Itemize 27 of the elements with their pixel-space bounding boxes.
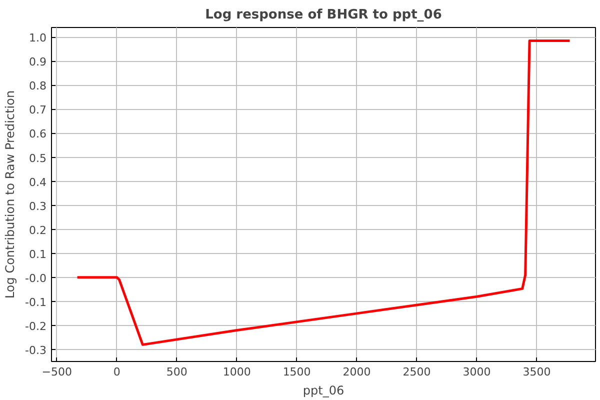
line-series: [76, 39, 571, 346]
y-tick-label: 0.4: [29, 176, 47, 189]
y-tick-label: 1.0: [29, 32, 47, 45]
y-axis-title: Log Contribution to Raw Prediction: [3, 90, 18, 299]
y-tick-label: 0.9: [29, 56, 47, 69]
y-tick-label: -0.3: [25, 344, 47, 357]
x-tick-label: 0: [113, 366, 120, 378]
y-tick-label: 0.6: [29, 128, 47, 141]
chart-title: Log response of BHGR to ppt_06: [205, 8, 442, 22]
x-tick-label: 2500: [402, 366, 431, 378]
y-tick-label: -0.2: [25, 320, 47, 333]
y-tick-label: 0.3: [29, 200, 47, 213]
x-tick-label: 2000: [342, 366, 371, 378]
y-tick-label: 0.8: [29, 80, 47, 93]
x-tick-label: 3500: [522, 366, 551, 378]
y-tick-label: 0.2: [29, 224, 47, 237]
y-tick-label: 0.5: [29, 152, 47, 165]
x-tick-label: 500: [166, 366, 188, 378]
y-tick-label: -0.0: [25, 272, 47, 285]
x-tick-label: 1500: [282, 366, 311, 378]
x-tick-label: −500: [42, 366, 72, 378]
x-axis-title: ppt_06: [302, 384, 344, 398]
y-tick-label: -0.1: [25, 296, 47, 309]
x-tick-label: 3000: [462, 366, 491, 378]
y-tick-label: 0.7: [29, 104, 47, 117]
x-tick-label: 1000: [222, 366, 251, 378]
y-tick-label: 0.1: [29, 248, 47, 261]
